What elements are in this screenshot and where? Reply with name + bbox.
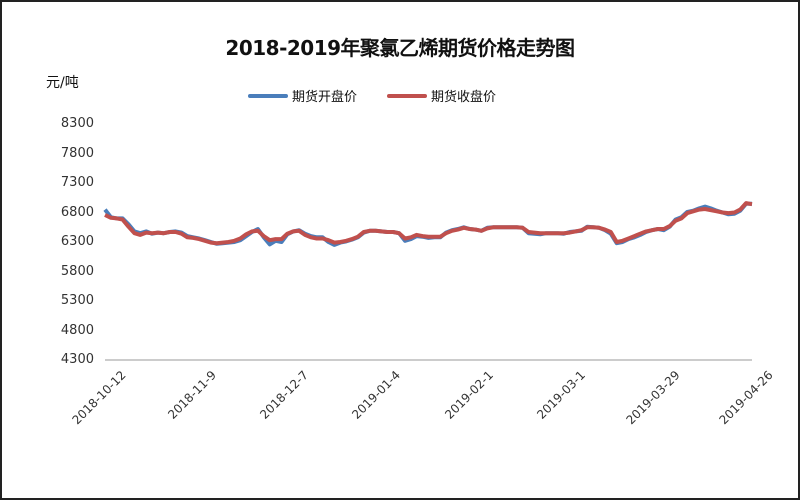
chart-title: 2018-2019年聚氯乙烯期货价格走势图	[225, 36, 575, 60]
y-tick-label: 5800	[60, 263, 94, 279]
y-tick-label: 6300	[60, 234, 94, 249]
y-axis-unit: 元/吨	[46, 75, 79, 91]
legend-swatch-close	[387, 93, 428, 98]
y-tick-label: 8300	[60, 116, 94, 131]
series-close-line	[104, 201, 753, 246]
y-tick-label: 7300	[60, 175, 94, 190]
y-tick-label: 6800	[60, 204, 94, 220]
legend: 期货开盘价 期货收盘价	[248, 86, 526, 105]
legend-item-open: 期货开盘价	[248, 86, 357, 105]
legend-label-close: 期货收盘价	[431, 90, 497, 105]
y-tick-label: 4300	[60, 352, 94, 367]
y-tick-label: 7800	[60, 145, 94, 161]
legend-item-close: 期货收盘价	[387, 86, 496, 105]
y-tick-label: 5300	[60, 293, 94, 308]
legend-label-open: 期货开盘价	[292, 90, 358, 105]
legend-swatch-open	[248, 93, 288, 98]
y-tick-label: 4800	[60, 322, 94, 338]
